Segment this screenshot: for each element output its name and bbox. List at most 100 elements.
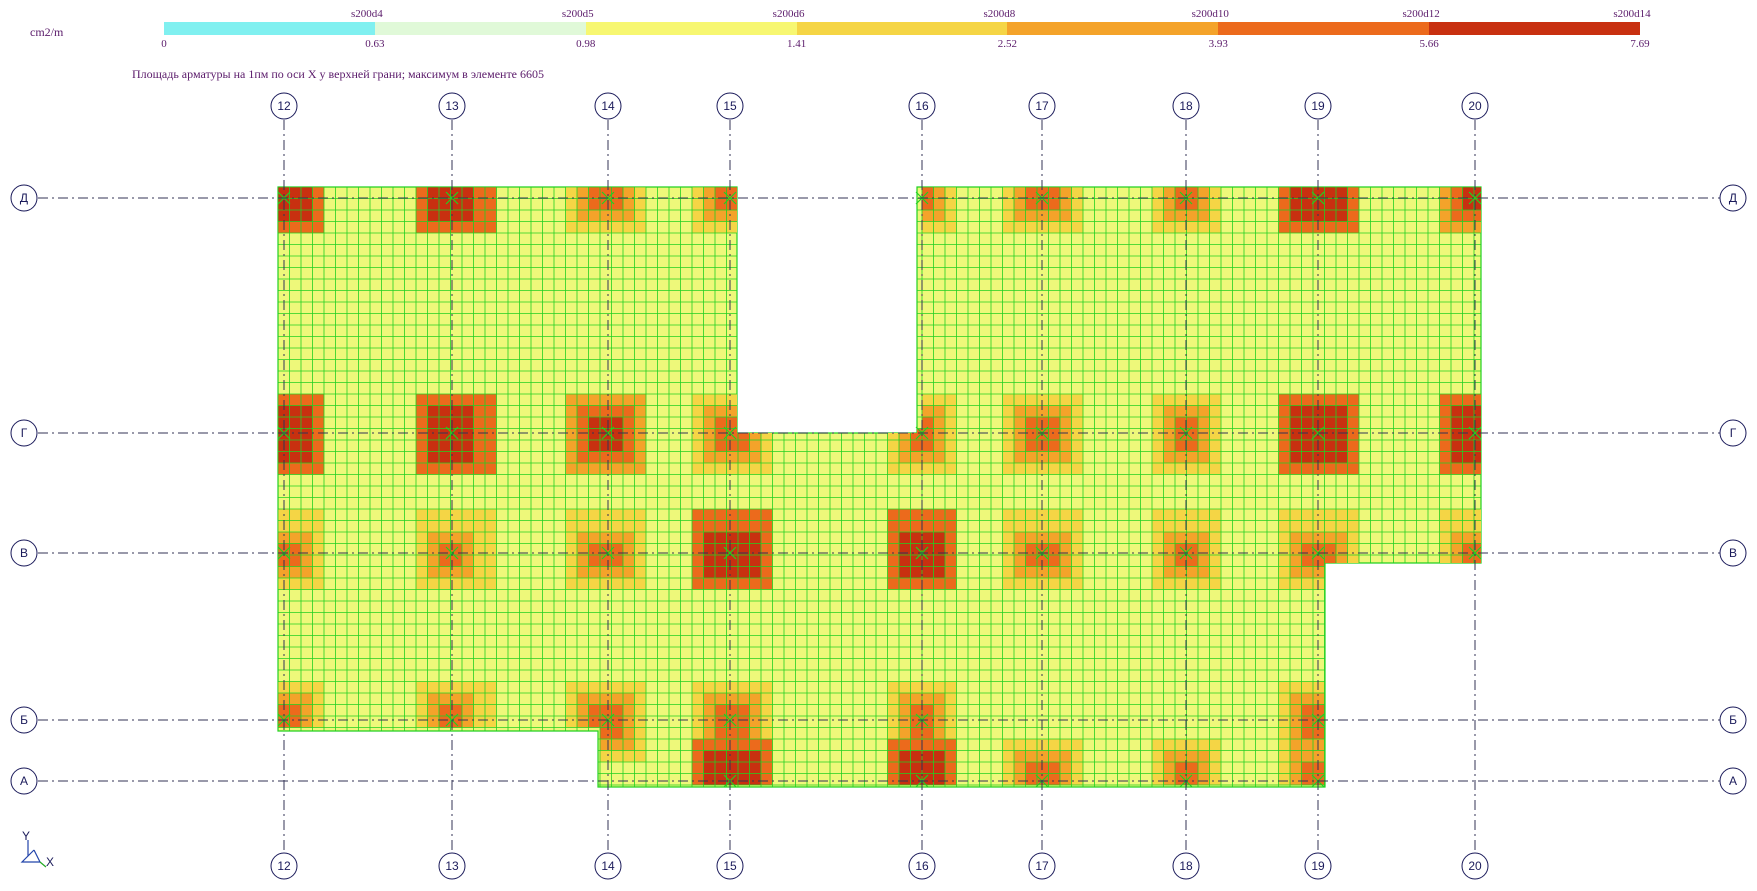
result-cell bbox=[749, 727, 761, 739]
result-cell bbox=[761, 704, 773, 716]
result-cell bbox=[1037, 509, 1049, 521]
grid-axis-bubble-right[interactable]: Д bbox=[1719, 184, 1747, 212]
result-cell bbox=[1037, 532, 1049, 544]
result-cell bbox=[1313, 693, 1325, 705]
result-cell bbox=[301, 578, 313, 590]
result-cell bbox=[1037, 405, 1049, 417]
result-cell bbox=[749, 681, 761, 693]
result-cell bbox=[1186, 750, 1198, 762]
grid-axis-bubble-bottom[interactable]: 20 bbox=[1461, 852, 1489, 880]
result-cell bbox=[450, 440, 462, 452]
grid-axis-bubble-top[interactable]: 20 bbox=[1461, 92, 1489, 120]
grid-axis-bubble-top[interactable]: 13 bbox=[438, 92, 466, 120]
result-cell bbox=[577, 394, 589, 406]
result-cell bbox=[1198, 463, 1210, 475]
result-cell bbox=[715, 543, 727, 555]
result-cell bbox=[485, 463, 497, 475]
result-cell bbox=[1048, 210, 1060, 222]
result-cell bbox=[1451, 198, 1463, 210]
result-cell bbox=[588, 704, 600, 716]
result-cell bbox=[692, 405, 704, 417]
result-cell bbox=[945, 198, 957, 210]
result-cell bbox=[462, 532, 474, 544]
result-cell bbox=[761, 428, 773, 440]
result-cell bbox=[945, 428, 957, 440]
result-cell bbox=[945, 543, 957, 555]
result-cell bbox=[933, 566, 945, 578]
result-cell bbox=[692, 762, 704, 774]
result-cell bbox=[1324, 555, 1336, 567]
grid-axis-bubble-left[interactable]: А bbox=[10, 767, 38, 795]
result-cell bbox=[565, 543, 577, 555]
result-cell bbox=[1071, 566, 1083, 578]
result-cell bbox=[1186, 555, 1198, 567]
y-axis-label: Y bbox=[22, 829, 30, 843]
grid-axis-bubble-bottom[interactable]: 19 bbox=[1304, 852, 1332, 880]
result-cell bbox=[600, 451, 612, 463]
grid-axis-bubble-bottom[interactable]: 16 bbox=[908, 852, 936, 880]
grid-axis-bubble-bottom[interactable]: 14 bbox=[594, 852, 622, 880]
result-cell bbox=[1462, 543, 1474, 555]
result-cell bbox=[1037, 555, 1049, 567]
result-cell bbox=[439, 394, 451, 406]
legend-threshold: 1.41 bbox=[786, 38, 807, 50]
result-cell bbox=[726, 405, 738, 417]
result-cell bbox=[703, 221, 715, 233]
grid-axis-bubble-left[interactable]: Г bbox=[10, 419, 38, 447]
result-cell bbox=[887, 727, 899, 739]
grid-axis-bubble-right[interactable]: В bbox=[1719, 539, 1747, 567]
result-cell bbox=[899, 716, 911, 728]
result-cell bbox=[1060, 463, 1072, 475]
result-cell bbox=[692, 221, 704, 233]
result-cell bbox=[922, 428, 934, 440]
result-cell bbox=[1336, 451, 1348, 463]
result-cell bbox=[703, 750, 715, 762]
result-cell bbox=[1336, 543, 1348, 555]
axis-label: 19 bbox=[1311, 859, 1325, 873]
grid-axis-bubble-top[interactable]: 17 bbox=[1028, 92, 1056, 120]
result-cell bbox=[726, 221, 738, 233]
result-cell bbox=[1152, 417, 1164, 429]
grid-axis-bubble-left[interactable]: В bbox=[10, 539, 38, 567]
grid-axis-bubble-right[interactable]: А bbox=[1719, 767, 1747, 795]
grid-axis-bubble-top[interactable]: 15 bbox=[716, 92, 744, 120]
result-cell bbox=[1152, 509, 1164, 521]
grid-axis-bubble-top[interactable]: 19 bbox=[1304, 92, 1332, 120]
result-cell bbox=[726, 566, 738, 578]
result-cell bbox=[623, 681, 635, 693]
grid-axis-bubble-bottom[interactable]: 12 bbox=[270, 852, 298, 880]
grid-axis-bubble-top[interactable]: 14 bbox=[594, 92, 622, 120]
grid-axis-bubble-bottom[interactable]: 17 bbox=[1028, 852, 1056, 880]
result-cell bbox=[1071, 520, 1083, 532]
result-cell bbox=[1301, 509, 1313, 521]
legend-swatch bbox=[585, 22, 797, 35]
result-cell bbox=[289, 532, 301, 544]
grid-axis-bubble-top[interactable]: 16 bbox=[908, 92, 936, 120]
grid-axis-bubble-left[interactable]: Д bbox=[10, 184, 38, 212]
result-cell bbox=[933, 681, 945, 693]
grid-axis-bubble-right[interactable]: Б bbox=[1719, 706, 1747, 734]
result-cell bbox=[1301, 394, 1313, 406]
result-cell bbox=[1060, 773, 1072, 785]
result-cell bbox=[1278, 716, 1290, 728]
result-cell bbox=[485, 681, 497, 693]
result-cell bbox=[450, 394, 462, 406]
result-cell bbox=[910, 704, 922, 716]
result-cell bbox=[1278, 750, 1290, 762]
result-cell bbox=[473, 704, 485, 716]
result-cell bbox=[715, 451, 727, 463]
result-cell bbox=[703, 543, 715, 555]
grid-axis-bubble-right[interactable]: Г bbox=[1719, 419, 1747, 447]
grid-axis-bubble-bottom[interactable]: 15 bbox=[716, 852, 744, 880]
grid-axis-bubble-top[interactable]: 12 bbox=[270, 92, 298, 120]
grid-axis-bubble-top[interactable]: 18 bbox=[1172, 92, 1200, 120]
grid-axis-bubble-left[interactable]: Б bbox=[10, 706, 38, 734]
grid-axis-bubble-bottom[interactable]: 13 bbox=[438, 852, 466, 880]
result-cell bbox=[1002, 405, 1014, 417]
result-cell bbox=[945, 187, 957, 199]
result-cell bbox=[1290, 681, 1302, 693]
result-cell bbox=[1152, 394, 1164, 406]
result-cell bbox=[1324, 405, 1336, 417]
grid-axis-bubble-bottom[interactable]: 18 bbox=[1172, 852, 1200, 880]
